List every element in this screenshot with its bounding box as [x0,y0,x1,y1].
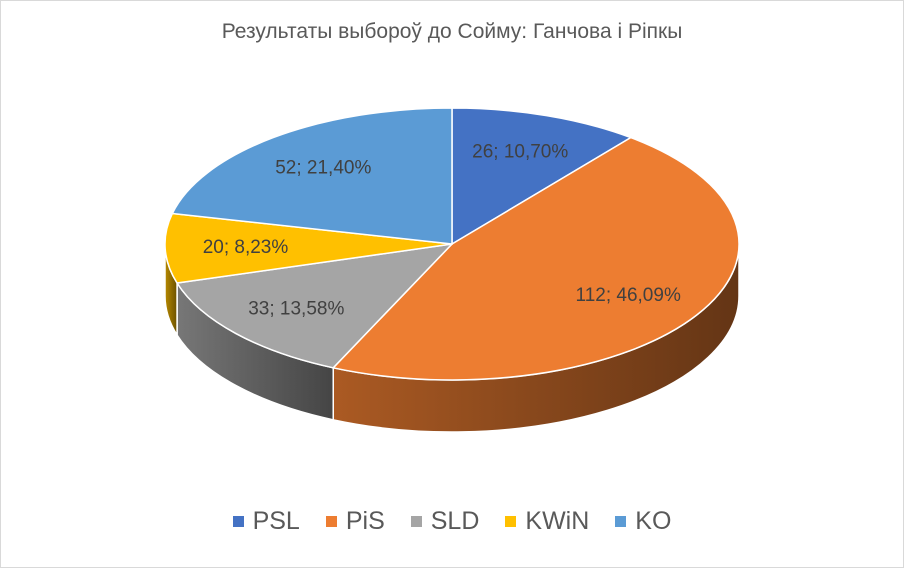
legend-item-sld: SLD [410,507,480,536]
legend-swatch [325,516,337,527]
chart-title: Результаты выбороў до Сойму: Ганчова і Р… [221,20,683,43]
data-label-psl: 26; 10,70% [472,142,568,163]
legend-label: KWiN [525,507,590,535]
legend-label: PSL [252,507,300,535]
pie-slice-kwin [164,212,453,284]
data-label-kwin: 20; 8,23% [203,237,289,258]
legend-item-kwin: KWiN [505,507,589,536]
legend-item-pis: PiS [325,507,385,536]
pie-slice-sld [175,242,455,369]
legend-label: PiS [345,507,385,535]
legend-swatch [505,516,517,527]
legend-swatch [232,516,244,527]
pie-slice-ko [171,107,453,245]
data-label-ko: 52; 21,40% [275,157,371,178]
legend-item-ko: KO [615,507,671,536]
data-label-pis: 112; 46,09% [576,285,681,306]
legend-swatch [615,516,627,527]
legend-item-psl: PSL [232,507,300,536]
legend-label: SLD [430,507,480,535]
legend: PSL PiS SLD KWiN KO [0,507,904,536]
data-label-sld: 33; 13,58% [248,298,344,319]
legend-label: KO [635,507,672,535]
pie-slice-pis [331,136,740,381]
legend-swatch [410,516,422,527]
pie-slice-psl [451,107,633,246]
